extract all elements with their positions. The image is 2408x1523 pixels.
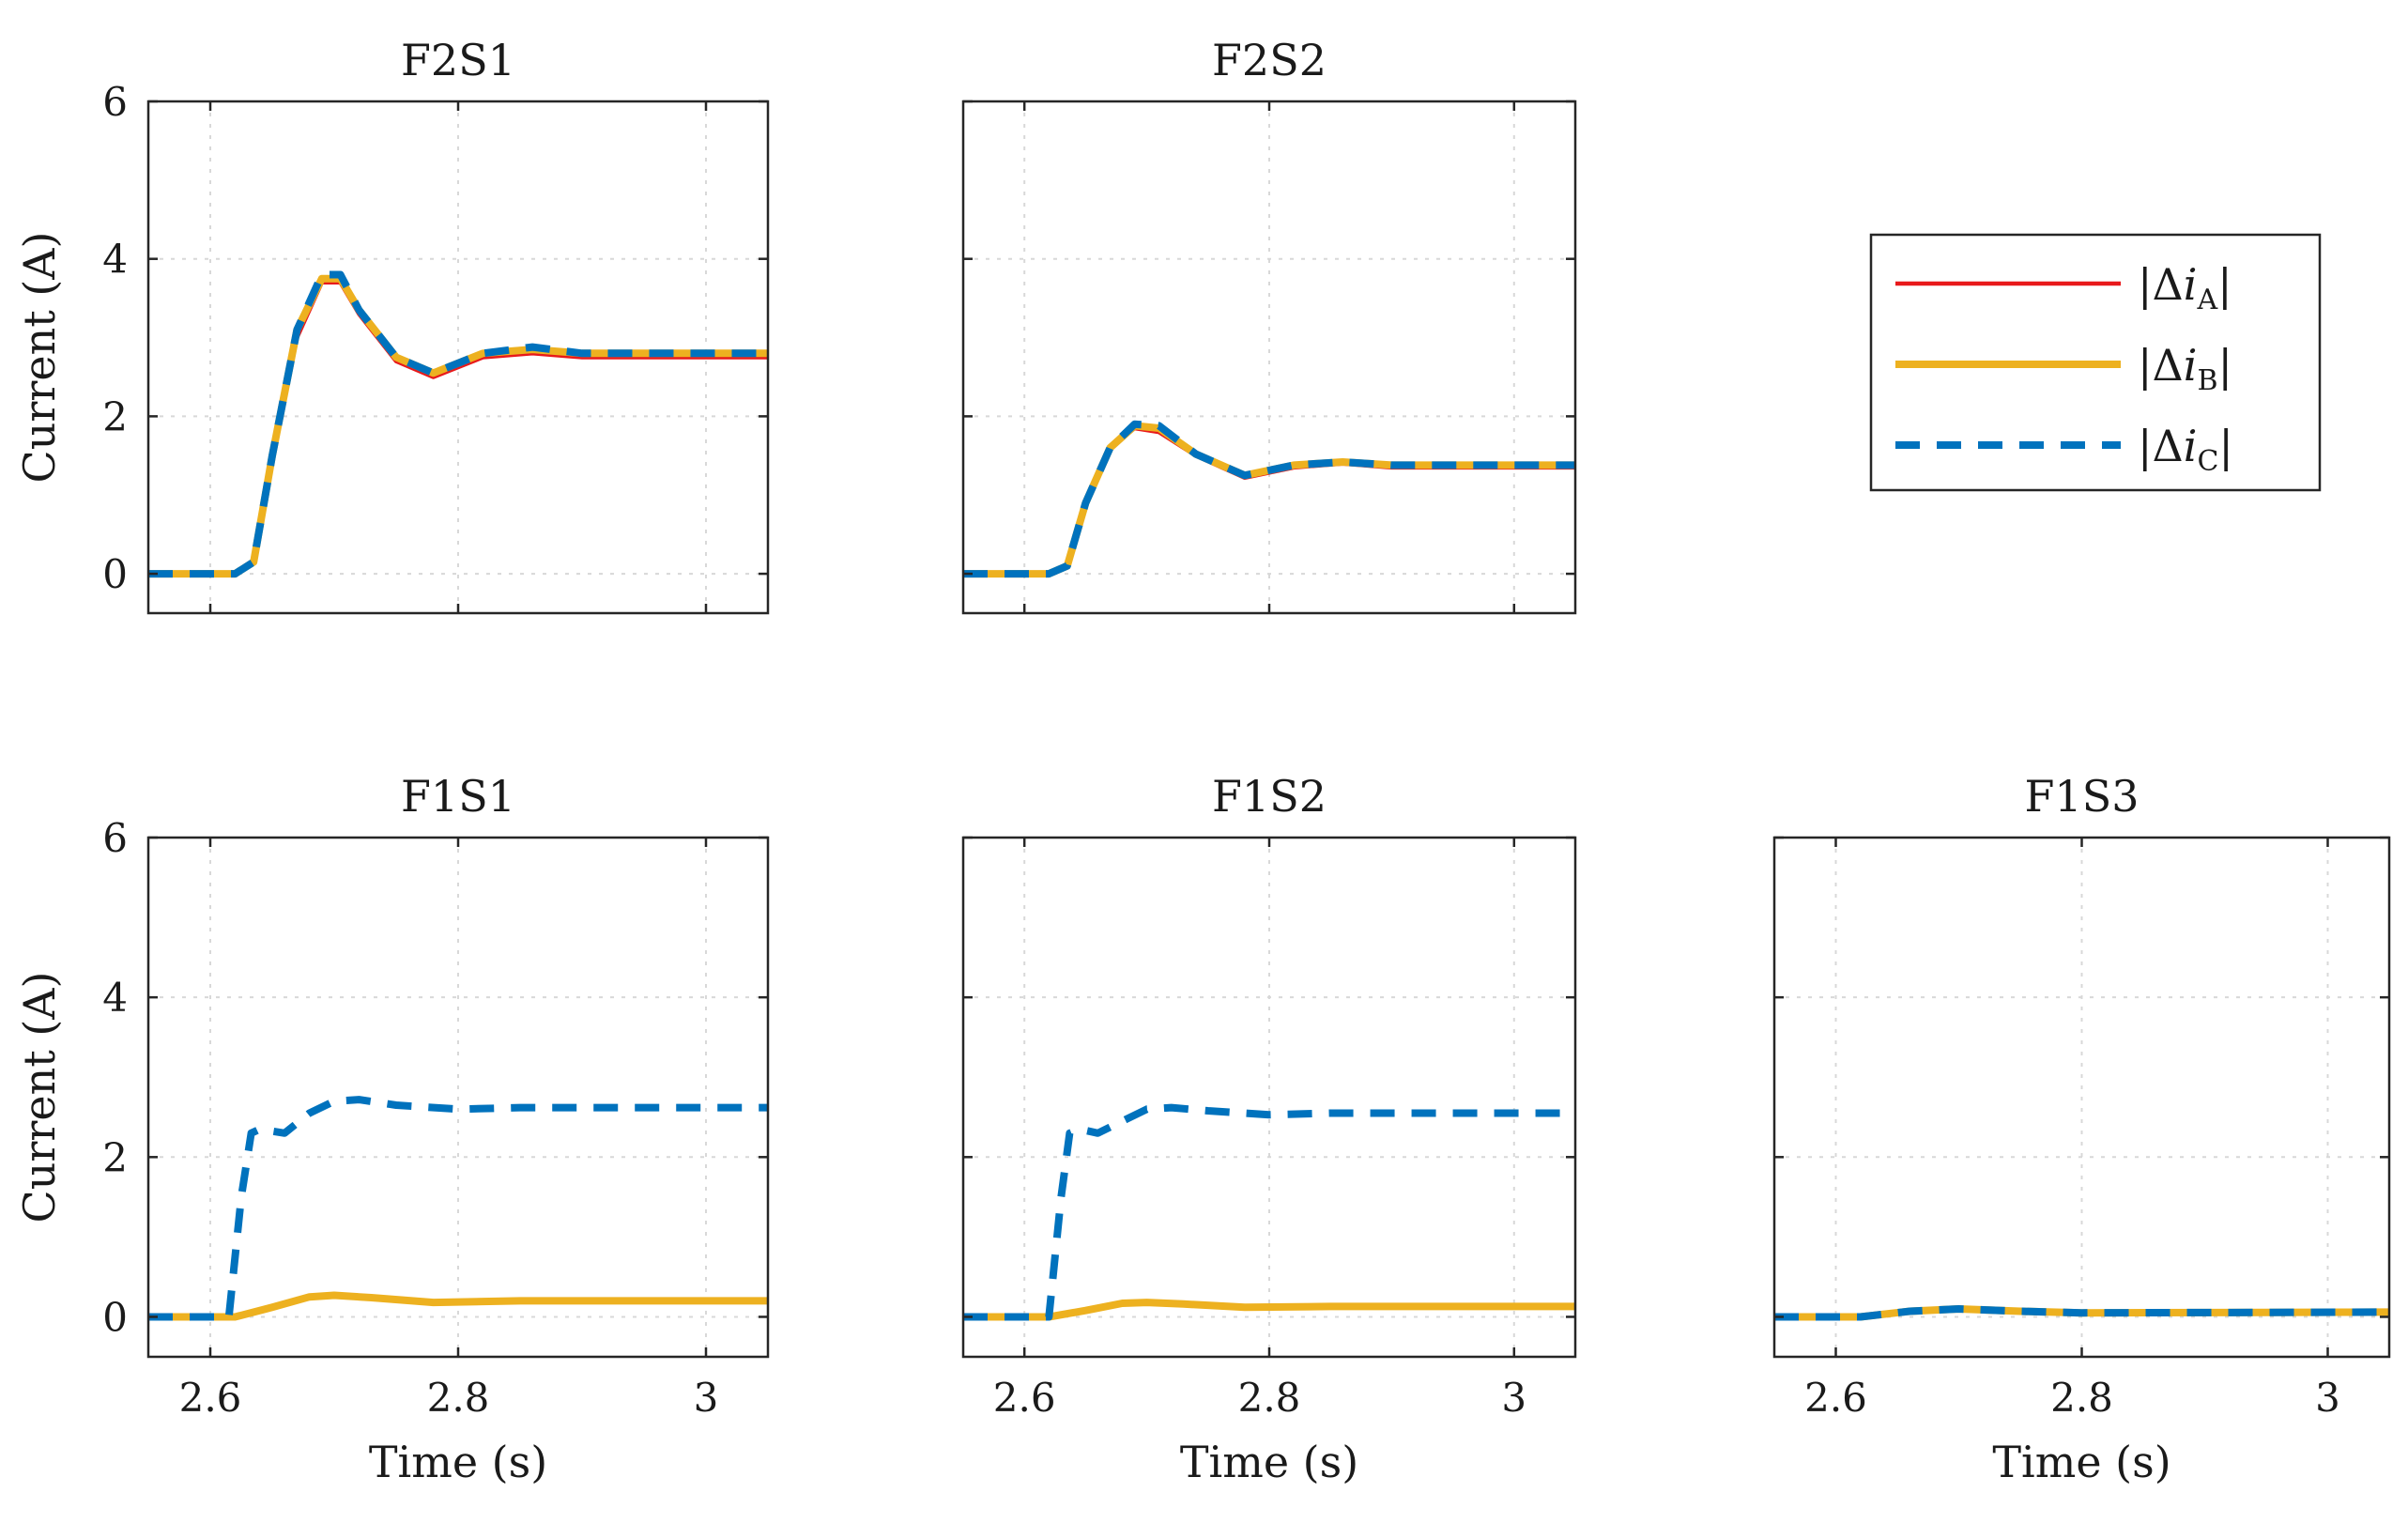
series-line-dic bbox=[148, 1096, 768, 1321]
subplot-f1s3: 2.6 2.8 3 F1S3 Time (s) bbox=[1772, 771, 2391, 1487]
y-axis-label: Current (A) bbox=[14, 232, 65, 484]
y-tick-label: 2 bbox=[102, 1134, 128, 1180]
series-group bbox=[148, 1096, 768, 1321]
series-group bbox=[1774, 1305, 2389, 1321]
x-axis-label: Time (s) bbox=[1992, 1437, 2170, 1487]
subplot-title: F1S1 bbox=[401, 771, 515, 822]
legend: |ΔiA| |ΔiB| |ΔiC| bbox=[1869, 233, 2322, 492]
series-line-dib bbox=[148, 1291, 768, 1321]
series-group bbox=[148, 270, 768, 578]
y-tick-label: 6 bbox=[102, 79, 128, 125]
series-line-dib bbox=[963, 1299, 1575, 1321]
x-tick-label: 2.8 bbox=[1238, 1375, 1301, 1421]
legend-label-dia: |ΔiA| bbox=[2138, 259, 2232, 316]
x-tick-label: 3 bbox=[694, 1375, 719, 1421]
x-tick-label: 3 bbox=[2315, 1375, 2340, 1421]
y-tick-label: 4 bbox=[102, 975, 128, 1021]
series-line-dic bbox=[148, 270, 768, 578]
legend-label-dic: |ΔiC| bbox=[2138, 421, 2233, 478]
x-tick-label: 2.6 bbox=[179, 1375, 242, 1421]
subplot-title: F2S2 bbox=[1212, 35, 1327, 85]
x-tick-label: 2.6 bbox=[993, 1375, 1056, 1421]
y-tick-label: 0 bbox=[102, 1294, 128, 1340]
x-tick-label: 2.8 bbox=[427, 1375, 490, 1421]
x-tick-label: 2.8 bbox=[2050, 1375, 2113, 1421]
y-tick-label: 4 bbox=[102, 237, 128, 283]
series-group bbox=[963, 420, 1575, 578]
subplot-f2s1: 0 2 4 6 F2S1 Current (A) bbox=[14, 35, 770, 615]
plot-area bbox=[963, 101, 1575, 613]
legend-label-dib: |ΔiB| bbox=[2138, 340, 2232, 397]
subplot-grid: 0 2 4 6 F2S1 Current (A) F2S2 2.6 2.8 3 0 2 4 6 F1S1 Ti… bbox=[14, 35, 2391, 1487]
y-axis-label: Current (A) bbox=[14, 972, 65, 1223]
series-group bbox=[963, 1103, 1575, 1321]
series-line-dic bbox=[963, 1103, 1575, 1321]
subplot-f1s1: 2.6 2.8 3 0 2 4 6 F1S1 Time (s) Current (A) bbox=[14, 771, 770, 1487]
y-tick-label: 2 bbox=[102, 393, 128, 439]
x-tick-label: 2.6 bbox=[1804, 1375, 1867, 1421]
subplot-title: F2S1 bbox=[401, 35, 515, 85]
x-tick-label: 3 bbox=[1501, 1375, 1526, 1421]
subplot-f2s2: F2S2 bbox=[961, 35, 1577, 615]
subplot-title: F1S3 bbox=[2025, 771, 2140, 822]
y-tick-label: 0 bbox=[102, 551, 128, 597]
y-tick-label: 6 bbox=[102, 815, 128, 861]
subplot-title: F1S2 bbox=[1212, 771, 1327, 822]
subplot-f1s2: 2.6 2.8 3 F1S2 Time (s) bbox=[961, 771, 1577, 1487]
x-axis-label: Time (s) bbox=[369, 1437, 547, 1487]
x-axis-label: Time (s) bbox=[1180, 1437, 1358, 1487]
series-line-dic bbox=[963, 420, 1575, 578]
series-line-dic bbox=[1774, 1305, 2389, 1321]
